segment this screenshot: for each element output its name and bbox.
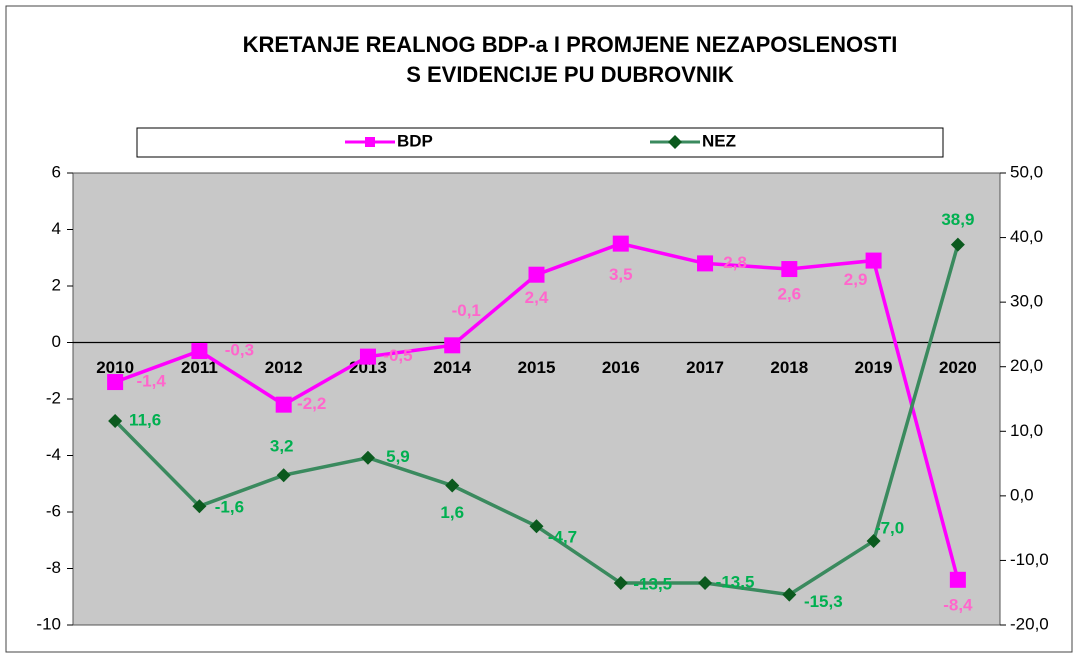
data-label: 38,9: [941, 210, 974, 229]
data-label: -7,0: [875, 519, 904, 538]
y2-tick-label: -10,0: [1010, 550, 1049, 569]
data-label: -8,4: [943, 595, 973, 614]
data-label: -15,3: [804, 592, 843, 611]
x-tick-label: 2010: [96, 358, 134, 377]
x-tick-label: 2018: [770, 358, 808, 377]
y-tick-label: -10: [36, 614, 61, 633]
marker: [108, 413, 123, 428]
legend-box: [136, 127, 944, 158]
data-label: 2,9: [844, 270, 868, 289]
x-tick-label: 2011: [181, 358, 218, 377]
x-tick-label: 2014: [433, 358, 471, 377]
data-label: -0,1: [452, 301, 481, 320]
plot-area: [72, 172, 1001, 626]
marker: [192, 499, 207, 514]
marker: [866, 534, 881, 549]
marker: [275, 396, 292, 413]
data-label: -1,4: [136, 372, 166, 391]
marker: [949, 571, 966, 588]
chart-title: S EVIDENCIJE PU DUBROVNIK: [406, 62, 734, 87]
marker: [612, 235, 629, 252]
data-label: 1,6: [440, 503, 464, 522]
y-tick-label: 2: [52, 275, 61, 294]
data-label: 11,6: [129, 410, 161, 429]
marker: [613, 576, 628, 591]
legend-label: BDP: [397, 131, 433, 150]
y2-tick-label: 10,0: [1010, 421, 1043, 440]
y-tick-label: 4: [52, 219, 61, 238]
x-tick-label: 2017: [686, 358, 724, 377]
marker: [360, 450, 375, 465]
x-tick-label: 2020: [939, 358, 977, 377]
data-label: 2,8: [723, 253, 747, 272]
marker: [107, 374, 124, 391]
data-label: 2,4: [525, 288, 549, 307]
marker: [782, 587, 797, 602]
legend-marker: [668, 135, 682, 149]
data-label: -0,3: [225, 340, 254, 359]
y-tick-label: -6: [46, 501, 61, 520]
marker: [191, 342, 208, 359]
marker: [445, 478, 460, 493]
y2-tick-label: -20,0: [1010, 614, 1049, 633]
x-tick-label: 2016: [602, 358, 640, 377]
data-label: -13,5: [633, 575, 672, 594]
y-tick-label: -8: [46, 558, 61, 577]
y2-tick-label: 40,0: [1010, 227, 1043, 246]
y-tick-label: 6: [52, 162, 61, 181]
marker: [781, 261, 798, 278]
legend-label: NEZ: [702, 131, 736, 150]
x-tick-label: 2015: [518, 358, 556, 377]
marker: [276, 468, 291, 483]
data-label: 2,6: [777, 285, 801, 304]
marker: [444, 337, 461, 354]
data-label: 3,2: [270, 437, 294, 456]
marker: [950, 237, 965, 252]
x-tick-label: 2019: [855, 358, 893, 377]
y-tick-label: -4: [46, 445, 61, 464]
y-tick-label: -2: [46, 388, 61, 407]
marker: [865, 252, 882, 269]
data-label: -1,6: [215, 498, 244, 517]
y-tick-label: 0: [52, 332, 61, 351]
y2-tick-label: 20,0: [1010, 356, 1043, 375]
marker: [529, 519, 544, 534]
y2-tick-label: 0,0: [1010, 485, 1034, 504]
data-label: -0,5: [383, 346, 412, 365]
marker: [359, 348, 376, 365]
legend-marker: [365, 137, 375, 147]
y2-tick-label: 50,0: [1010, 162, 1043, 181]
data-label: -4,7: [548, 528, 577, 547]
data-label: 5,9: [386, 447, 410, 466]
marker: [528, 266, 545, 283]
y2-tick-label: 30,0: [1010, 292, 1043, 311]
data-label: 3,5: [609, 265, 633, 284]
marker: [697, 255, 714, 272]
x-tick-label: 2012: [265, 358, 303, 377]
marker: [698, 576, 713, 591]
data-label: -13,5: [716, 573, 755, 592]
data-label: -2,2: [297, 394, 326, 413]
chart-title: KRETANJE REALNOG BDP-a I PROMJENE NEZAPO…: [243, 32, 898, 57]
